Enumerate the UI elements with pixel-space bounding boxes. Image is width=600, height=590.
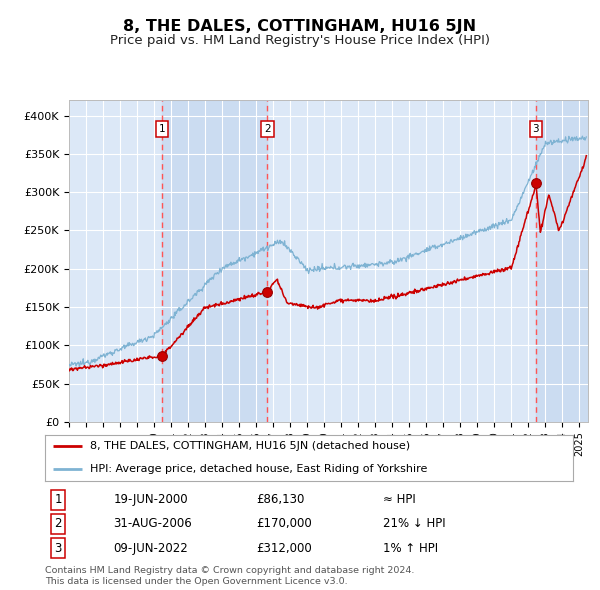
- Text: 3: 3: [55, 542, 62, 555]
- Text: 31-AUG-2006: 31-AUG-2006: [113, 517, 193, 530]
- Bar: [536, 100, 588, 422]
- Text: 2: 2: [55, 517, 62, 530]
- Text: £170,000: £170,000: [256, 517, 312, 530]
- Text: 09-JUN-2022: 09-JUN-2022: [113, 542, 188, 555]
- Text: 2: 2: [264, 124, 271, 135]
- Text: 21% ↓ HPI: 21% ↓ HPI: [383, 517, 446, 530]
- Text: Price paid vs. HM Land Registry's House Price Index (HPI): Price paid vs. HM Land Registry's House …: [110, 34, 490, 47]
- Text: 3: 3: [533, 124, 539, 135]
- Text: HPI: Average price, detached house, East Riding of Yorkshire: HPI: Average price, detached house, East…: [90, 464, 427, 474]
- Bar: [162, 100, 268, 422]
- Text: £312,000: £312,000: [256, 542, 312, 555]
- Text: £86,130: £86,130: [256, 493, 305, 506]
- Text: Contains HM Land Registry data © Crown copyright and database right 2024.
This d: Contains HM Land Registry data © Crown c…: [45, 566, 415, 586]
- Text: ≈ HPI: ≈ HPI: [383, 493, 416, 506]
- Text: 1: 1: [55, 493, 62, 506]
- Text: 8, THE DALES, COTTINGHAM, HU16 5JN (detached house): 8, THE DALES, COTTINGHAM, HU16 5JN (deta…: [90, 441, 410, 451]
- Text: 8, THE DALES, COTTINGHAM, HU16 5JN: 8, THE DALES, COTTINGHAM, HU16 5JN: [124, 19, 476, 34]
- Text: 1: 1: [159, 124, 166, 135]
- Text: 19-JUN-2000: 19-JUN-2000: [113, 493, 188, 506]
- Text: 1% ↑ HPI: 1% ↑ HPI: [383, 542, 438, 555]
